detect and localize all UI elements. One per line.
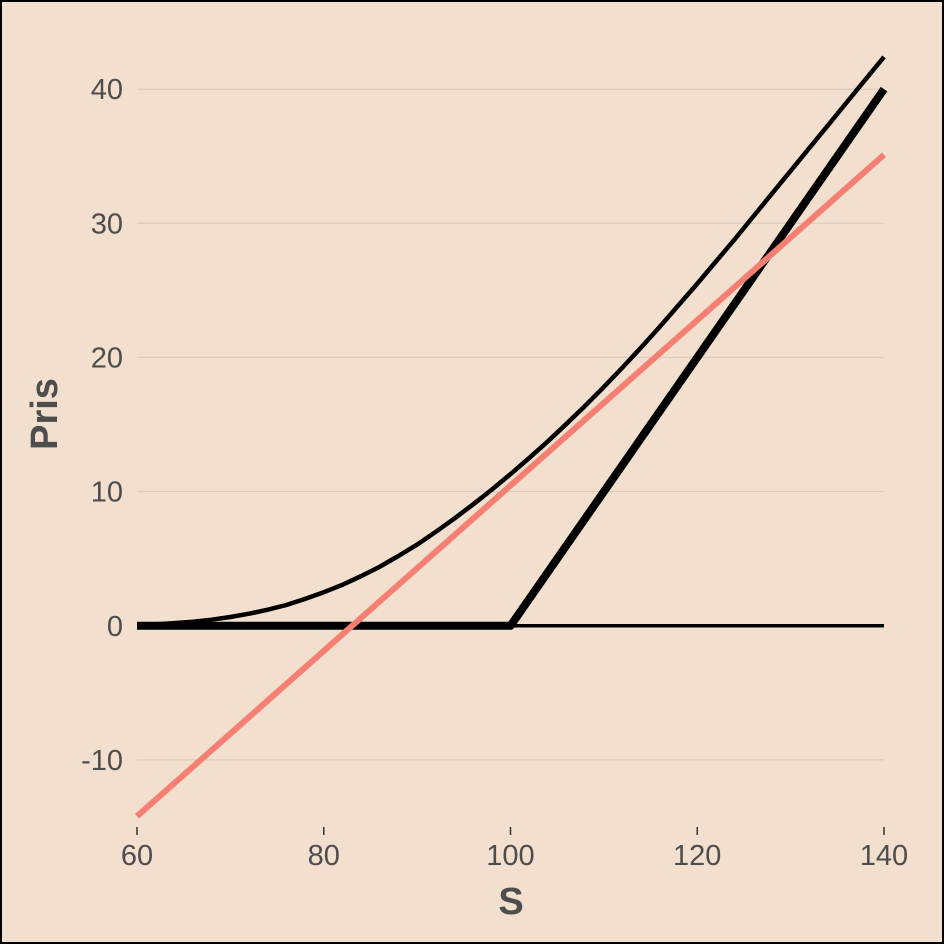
y-tick-label: 40 — [91, 74, 123, 106]
x-tick-label: 80 — [308, 840, 340, 872]
x-tick-labels: 60 80 100 120 140 — [121, 827, 908, 872]
y-tick-label: 30 — [91, 208, 123, 240]
series-group — [135, 55, 888, 819]
x-tick-label: 100 — [486, 840, 534, 872]
y-tick-labels: -10 0 10 20 30 40 — [81, 74, 123, 777]
x-tick-label: 60 — [121, 840, 153, 872]
y-axis-title: Pris — [24, 378, 66, 450]
y-tick-label: 20 — [91, 342, 123, 374]
grid-lines — [137, 88, 884, 761]
option-price-line — [136, 55, 886, 628]
y-tick-label: 0 — [107, 611, 123, 643]
y-tick-label: 10 — [91, 477, 123, 509]
x-tick-label: 120 — [673, 840, 721, 872]
x-tick-label: 140 — [860, 840, 908, 872]
tangent-line — [135, 152, 886, 819]
y-tick-label: -10 — [81, 745, 123, 777]
x-axis-title: S — [498, 881, 523, 923]
